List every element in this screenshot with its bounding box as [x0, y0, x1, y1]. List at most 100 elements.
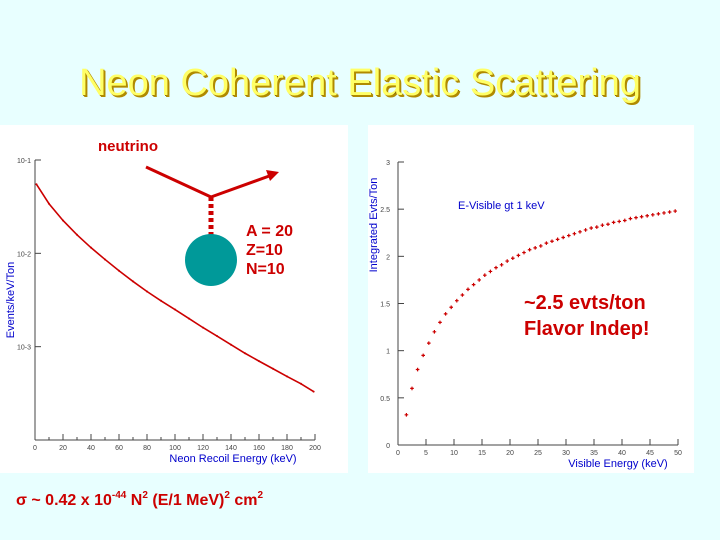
nucleus-properties: A = 20 Z=10 N=10	[246, 222, 293, 279]
data-point	[645, 213, 649, 218]
data-point	[567, 233, 571, 238]
neutrino-label: neutrino	[98, 138, 158, 155]
data-point	[455, 298, 459, 303]
spectrum-point	[104, 258, 106, 261]
spectrum-point	[244, 352, 246, 355]
nucleus-proton-number: Z=10	[246, 242, 283, 259]
data-point	[673, 209, 677, 213]
data-point	[667, 210, 672, 214]
data-point	[623, 218, 627, 223]
formula-exponent-2: 2	[142, 490, 148, 501]
y-axis-title: Events/keV/Ton	[5, 262, 17, 338]
formula-mid-2: (E/1 MeV)	[147, 492, 225, 509]
x-tick-label: 50	[674, 450, 682, 457]
data-point	[544, 241, 549, 245]
x-tick-label: 35	[590, 450, 598, 457]
data-point	[662, 211, 666, 215]
data-point	[656, 212, 661, 216]
x-axis-title: Visible Energy (keV)	[568, 458, 667, 470]
spectrum-point	[35, 183, 38, 186]
y-tick-label: 2	[386, 254, 390, 261]
x-tick-label: 30	[562, 450, 570, 457]
y-tick-label: 10-1	[17, 158, 31, 165]
data-point	[477, 278, 481, 282]
formula-mid-1: N	[126, 492, 143, 509]
spectrum-point	[216, 335, 218, 338]
formula-exponent-3: 2	[224, 490, 230, 501]
data-point	[595, 225, 599, 229]
data-point	[555, 237, 560, 242]
y-tick-label: 3	[386, 160, 390, 167]
x-tick-label: 0	[396, 450, 400, 457]
data-point	[494, 265, 498, 270]
neon-nucleus	[185, 234, 237, 286]
y-tick-label: 1	[386, 349, 390, 356]
formula-exponent-4: 2	[257, 490, 264, 501]
data-point	[578, 230, 582, 234]
chart-title: E-Visible gt 1 keV	[458, 200, 545, 212]
neutrino-arrow-outgoing	[210, 173, 273, 199]
slide-title: Neon Coherent Elastic Scattering	[79, 62, 641, 104]
data-point	[600, 223, 605, 228]
spectrum-point	[258, 360, 260, 363]
data-point	[516, 253, 521, 258]
data-point	[421, 353, 425, 358]
data-point	[466, 287, 470, 292]
data-point	[617, 219, 621, 224]
y-tick-label: 10-2	[17, 251, 31, 258]
x-tick-label: 20	[59, 445, 67, 452]
x-tick-label: 25	[534, 450, 542, 457]
spectrum-point	[146, 290, 148, 293]
data-point	[471, 282, 476, 287]
data-point	[522, 250, 526, 255]
flavor-line: Flavor Indep!	[524, 318, 650, 340]
data-point	[651, 213, 655, 217]
x-tick-label: 20	[506, 450, 514, 457]
spectrum-line	[35, 183, 315, 393]
y-tick-label: 2.5	[380, 207, 390, 214]
data-point	[415, 367, 420, 372]
x-axis-title: Neon Recoil Energy (keV)	[169, 453, 296, 465]
data-point	[561, 235, 565, 240]
x-tick-label: 200	[309, 445, 321, 452]
spectrum-point	[90, 246, 92, 249]
spectrum-point	[174, 308, 176, 311]
data-point	[634, 215, 638, 220]
cross-section-formula: σ ~ 0.42 x 10-44 N2 (E/1 MeV)2 cm2	[16, 490, 263, 510]
y-axis-title: Integrated Evts/Ton	[368, 178, 380, 273]
data-point	[483, 273, 487, 277]
spectrum-point	[188, 317, 190, 320]
data-point	[410, 386, 414, 391]
data-point	[611, 220, 616, 225]
data-point	[488, 269, 493, 274]
data-point	[589, 226, 593, 230]
data-point	[427, 341, 431, 345]
spectrum-point	[230, 343, 232, 346]
data-point	[572, 231, 577, 236]
data-point	[539, 244, 543, 248]
neutrino-arrowhead	[266, 170, 279, 181]
integrated-events-chart: 0 5 10 15 20 25 30 35 40 45 50 0 0.5 1 1.5 2 2.5 3 Visible…	[368, 160, 682, 470]
spectrum-point	[132, 280, 134, 283]
x-tick-label: 40	[618, 450, 626, 457]
spectrum-point	[62, 219, 64, 222]
event-rate-line: ~2.5 evts/ton	[524, 292, 646, 314]
y-tick-label: 10-3	[17, 345, 31, 352]
spectrum-point	[76, 233, 78, 236]
spectrum-point	[160, 299, 162, 302]
data-point	[550, 239, 554, 244]
data-point	[583, 228, 588, 232]
recoil-spectrum-panel: 0 20 40 60 80 100 120 140 160 180 200 10-1 10-2 10-3 N…	[0, 125, 348, 473]
spectrum-point	[202, 326, 204, 329]
x-tick-label: 80	[143, 445, 151, 452]
data-point	[639, 214, 644, 219]
data-point	[432, 330, 437, 334]
data-point	[533, 246, 537, 250]
data-point	[460, 293, 465, 297]
data-point	[511, 256, 515, 261]
spectrum-point	[312, 390, 315, 393]
data-point	[606, 222, 610, 227]
y-tick-label: 1.5	[380, 302, 390, 309]
x-tick-label: 120	[197, 445, 209, 452]
x-tick-label: 5	[424, 450, 428, 457]
